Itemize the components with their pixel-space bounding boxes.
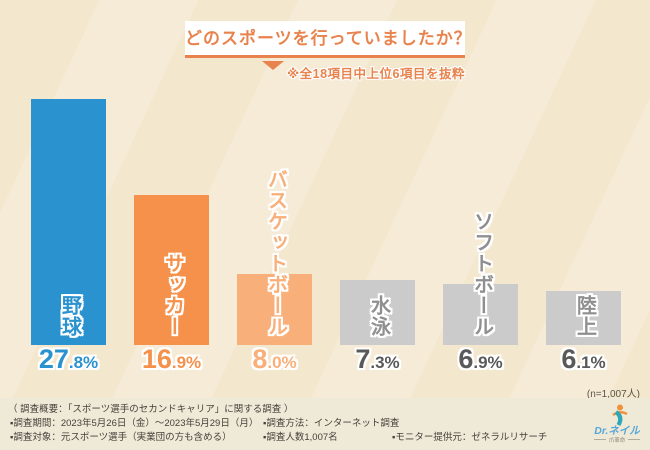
bar-value-label: 7.3% xyxy=(355,344,400,374)
survey-target: ▪調査対象：元スポーツ選手（実業団の方も含める） xyxy=(10,432,232,443)
bar xyxy=(340,280,415,345)
bar-category-label: 水泳 xyxy=(367,295,390,337)
bar-category-label: 陸上 xyxy=(573,295,596,337)
brand-subtitle: 爪革命 xyxy=(609,436,626,444)
brand-logo: Dr.ネイル 爪革命 xyxy=(594,404,640,444)
survey-period: ▪調査期間：2023年5月26日（金）～2023年5月29日（月） xyxy=(10,418,259,429)
bar xyxy=(134,195,209,345)
bar-value-label: 6.1% xyxy=(561,344,606,374)
bar-value-label: 6.9% xyxy=(458,344,503,374)
survey-monitor: ▪モニター提供元：ゼネラルリサーチ xyxy=(392,432,548,443)
survey-footer: （ 調査概要：「スポーツ選手のセカンドキャリア」に関する調査 ） ▪調査期間：2… xyxy=(0,398,650,450)
excerpt-note: ※全18項目中上位6項目を抜粋 xyxy=(287,67,466,81)
chart-title-box: どのスポーツを行っていましたか？ xyxy=(185,21,472,58)
bar-category-label: サッカー xyxy=(161,253,184,337)
bar-value-label: 8.0% xyxy=(252,344,297,374)
survey-method: ▪調査方法：インターネット調査 xyxy=(263,418,400,429)
bar xyxy=(546,291,621,345)
bar-value-label: 16.9% xyxy=(141,344,202,374)
chart-title: どのスポーツを行っていましたか？ xyxy=(185,29,472,48)
sample-size-note: (n=1,007人) xyxy=(586,389,640,400)
bar-category-label: バスケットボール xyxy=(264,169,287,337)
runner-icon xyxy=(612,404,628,427)
brand-name: Dr.ネイル xyxy=(594,425,640,437)
survey-summary: （ 調査概要：「スポーツ選手のセカンドキャリア」に関する調査 ） xyxy=(8,404,294,415)
title-pointer-triangle xyxy=(262,61,284,70)
bar xyxy=(31,99,106,345)
bar-category-label: ソフトボール xyxy=(470,211,493,337)
bar-category-label: 野球 xyxy=(58,295,81,337)
bar xyxy=(443,284,518,345)
bar-value-label: 27.8% xyxy=(38,344,99,374)
survey-count: ▪調査人数1,007名 xyxy=(263,432,338,443)
bar xyxy=(237,274,312,345)
